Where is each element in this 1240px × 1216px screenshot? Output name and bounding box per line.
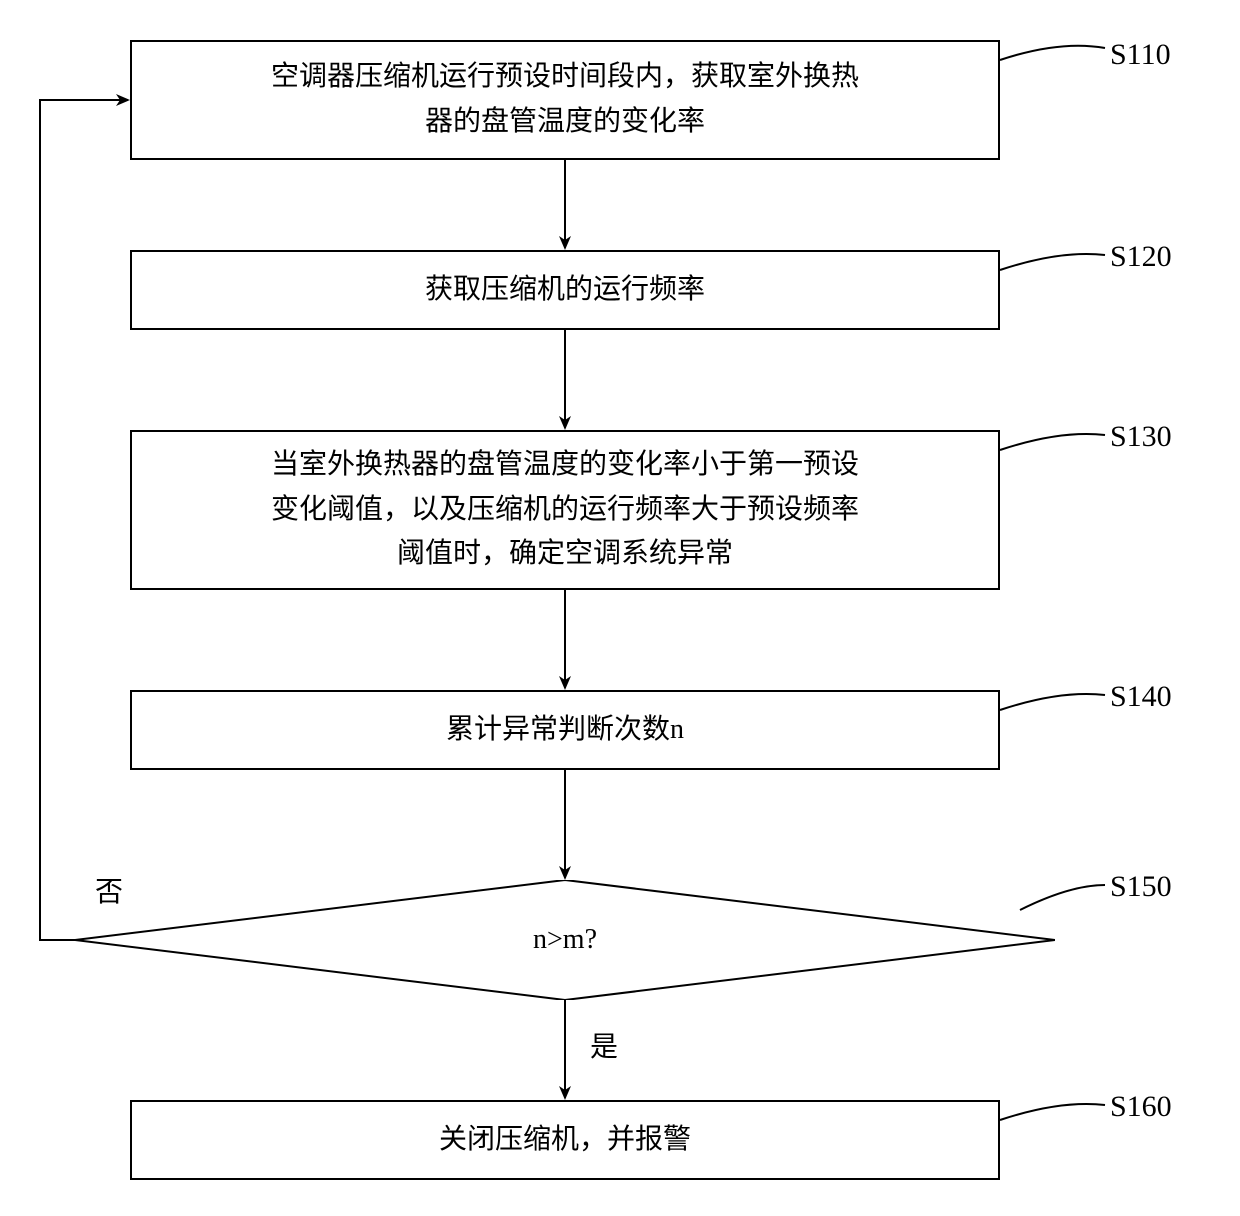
step-label-s150-text: S150 xyxy=(1110,870,1172,903)
process-s130-text: 当室外换热器的盘管温度的变化率小于第一预设变化阈值，以及压缩机的运行频率大于预设… xyxy=(271,443,859,577)
flowchart-canvas: 空调器压缩机运行预设时间段内，获取室外换热器的盘管温度的变化率 获取压缩机的运行… xyxy=(0,0,1240,1216)
flow-arrows xyxy=(0,0,1240,1216)
step-label-s130: S130 xyxy=(1110,420,1172,454)
process-s130: 当室外换热器的盘管温度的变化率小于第一预设变化阈值，以及压缩机的运行频率大于预设… xyxy=(130,430,1000,590)
process-s120-text: 获取压缩机的运行频率 xyxy=(425,268,705,313)
decision-s150: n>m? xyxy=(75,880,1055,1000)
edge-label-yes-text: 是 xyxy=(590,1032,618,1063)
step-label-s140-text: S140 xyxy=(1110,680,1172,713)
process-s140: 累计异常判断次数n xyxy=(130,690,1000,770)
process-s140-text: 累计异常判断次数n xyxy=(446,708,684,753)
step-label-s130-text: S130 xyxy=(1110,420,1172,453)
process-s110: 空调器压缩机运行预设时间段内，获取室外换热器的盘管温度的变化率 xyxy=(130,40,1000,160)
leader-s160 xyxy=(0,0,1240,1216)
edge-label-no: 否 xyxy=(95,870,123,910)
edge-label-no-text: 否 xyxy=(95,877,123,908)
step-label-s160: S160 xyxy=(1110,1090,1172,1124)
leader-s130 xyxy=(0,0,1240,1216)
leader-s120 xyxy=(0,0,1240,1216)
step-label-s110: S110 xyxy=(1110,38,1171,72)
leader-s110 xyxy=(0,0,1240,1216)
step-label-s120: S120 xyxy=(1110,240,1172,274)
step-label-s140: S140 xyxy=(1110,680,1172,714)
step-label-s110-text: S110 xyxy=(1110,38,1171,71)
step-label-s120-text: S120 xyxy=(1110,240,1172,273)
leader-s140 xyxy=(0,0,1240,1216)
step-label-s150: S150 xyxy=(1110,870,1172,904)
process-s160-text: 关闭压缩机，并报警 xyxy=(439,1118,691,1163)
decision-s150-text: n>m? xyxy=(533,924,597,956)
edge-label-yes: 是 xyxy=(590,1025,618,1065)
leader-s150 xyxy=(0,0,1240,1216)
process-s110-text: 空调器压缩机运行预设时间段内，获取室外换热器的盘管温度的变化率 xyxy=(271,55,859,145)
process-s160: 关闭压缩机，并报警 xyxy=(130,1100,1000,1180)
step-label-s160-text: S160 xyxy=(1110,1090,1172,1123)
process-s120: 获取压缩机的运行频率 xyxy=(130,250,1000,330)
